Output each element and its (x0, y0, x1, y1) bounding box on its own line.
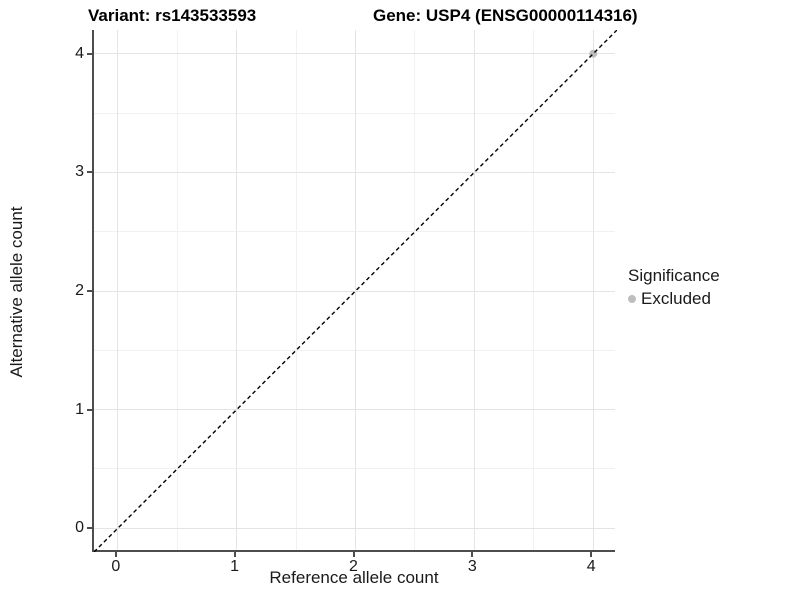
x-axis-label-text: Reference allele count (269, 568, 439, 587)
x-tick-mark (114, 552, 117, 557)
y-tick-label: 4 (75, 44, 84, 62)
y-major-gridline (94, 53, 615, 55)
x-major-gridline (473, 30, 475, 550)
y-tick-mark (87, 290, 92, 292)
y-tick-mark (87, 52, 92, 55)
x-tick-mark (233, 552, 236, 557)
x-axis-label: Reference allele count (0, 568, 800, 588)
y-tick-label: 3 (75, 163, 84, 181)
plot-panel (92, 30, 617, 552)
y-minor-gridline (94, 231, 615, 233)
y-major-gridline (94, 290, 615, 292)
y-major-gridline (94, 171, 615, 173)
x-major-gridline (236, 30, 238, 550)
y-minor-gridline (94, 112, 615, 114)
x-tick-mark (590, 552, 593, 557)
y-major-gridline (94, 409, 615, 411)
y-axis-label: Alternative allele count (7, 206, 26, 378)
x-tick-label: 1 (230, 558, 240, 575)
y-minor-gridline (94, 468, 615, 470)
legend-item-label: Excluded (641, 289, 711, 308)
y-tick-mark (87, 527, 92, 530)
x-minor-gridline (414, 30, 416, 550)
x-major-gridline (592, 30, 594, 550)
legend-item-excluded: Excluded (628, 289, 720, 309)
x-minor-gridline (176, 30, 178, 550)
x-tick-label: 2 (349, 558, 358, 575)
x-tick-mark (352, 552, 355, 557)
x-major-gridline (117, 30, 119, 550)
chart-title-variant: Variant: rs143533593 (88, 6, 257, 25)
y-major-gridline (94, 527, 615, 529)
y-tick-label: 2 (75, 282, 84, 299)
x-minor-gridline (533, 30, 535, 550)
x-minor-gridline (295, 30, 297, 550)
x-major-gridline (355, 30, 356, 550)
y-tick-mark (87, 408, 92, 411)
chart-title-gene: Gene: USP4 (ENSG00000114316) (373, 6, 638, 25)
excluded-point-icon (628, 295, 636, 303)
x-tick-label: 4 (586, 558, 596, 575)
y-tick-label: 0 (75, 519, 84, 537)
x-tick-label: 0 (111, 558, 121, 575)
x-tick-mark (471, 552, 474, 557)
y-tick-mark (87, 171, 92, 174)
legend: Significance Excluded (628, 266, 720, 309)
y-minor-gridline (94, 349, 615, 351)
plot-layer (94, 30, 617, 552)
y-tick-label: 1 (75, 400, 84, 418)
legend-title: Significance (628, 266, 720, 285)
identity-line (94, 30, 617, 552)
x-tick-label: 3 (467, 558, 477, 575)
